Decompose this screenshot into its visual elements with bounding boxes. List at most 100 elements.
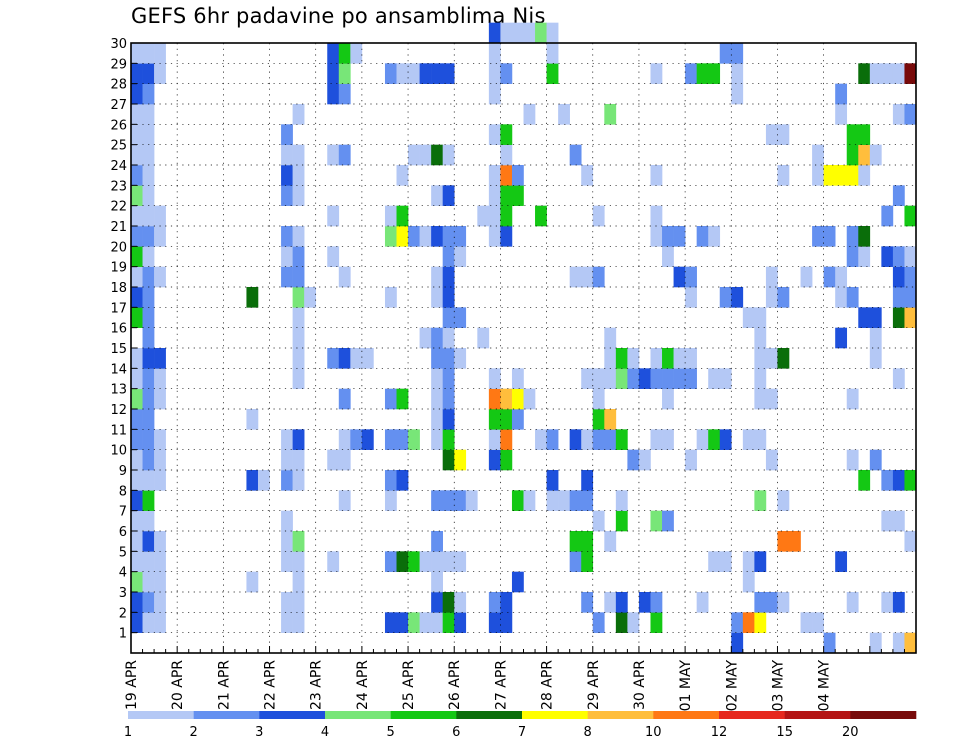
heatmap-cell <box>142 205 155 227</box>
heatmap-cell <box>396 205 409 227</box>
heatmap-cell <box>500 612 513 633</box>
heatmap-cell <box>650 226 663 247</box>
heatmap-cell <box>246 571 259 593</box>
legend-label: 12 <box>711 725 728 740</box>
heatmap-cell <box>454 551 467 572</box>
heatmap-cell <box>904 104 917 125</box>
heatmap-cell <box>246 287 259 308</box>
y-tick-label: 9 <box>119 464 127 479</box>
heatmap-cell <box>835 266 848 288</box>
heatmap-cell <box>477 205 490 227</box>
heatmap-cell <box>858 165 871 186</box>
x-tick-label: 02 MAY <box>724 660 740 712</box>
heatmap-cell <box>708 226 721 247</box>
heatmap-cell <box>131 592 143 613</box>
y-tick-label: 15 <box>110 342 127 357</box>
heatmap-cell <box>292 307 305 328</box>
heatmap-cell <box>431 226 443 247</box>
heatmap-cell <box>131 246 143 267</box>
heatmap-cell <box>131 124 143 145</box>
heatmap-cell <box>731 63 744 84</box>
x-tick-label: 01 MAY <box>678 660 694 712</box>
y-tick-label: 1 <box>119 627 127 642</box>
heatmap-cell <box>650 165 663 186</box>
heatmap-cell <box>535 205 547 227</box>
heatmap-cell <box>835 551 848 572</box>
heatmap-cell <box>292 612 305 633</box>
heatmap-cell <box>754 592 767 613</box>
legend-swatch <box>719 711 785 719</box>
heatmap-cell <box>442 368 455 389</box>
heatmap-cell <box>615 592 628 613</box>
heatmap-cell <box>408 144 420 166</box>
heatmap-cell <box>142 246 155 267</box>
heatmap-cell <box>892 63 905 84</box>
heatmap-cell <box>131 185 143 206</box>
heatmap-cell <box>292 165 305 186</box>
y-tick-label: 4 <box>119 566 127 581</box>
y-tick-label: 13 <box>110 383 127 398</box>
x-tick-label: 23 APR <box>309 660 325 710</box>
heatmap-cell <box>569 429 582 450</box>
heatmap-cell <box>338 144 351 166</box>
heatmap-cell <box>777 348 790 369</box>
heatmap-cell <box>408 551 420 572</box>
legend-swatch <box>587 711 654 719</box>
heatmap-cell <box>696 63 709 84</box>
heatmap-cell <box>719 429 732 450</box>
heatmap-cell <box>142 266 155 288</box>
heatmap-cell <box>754 429 767 450</box>
heatmap-cell <box>281 144 293 166</box>
legend-swatch <box>325 711 391 719</box>
heatmap-cell <box>338 449 351 471</box>
heatmap-cell <box>904 307 917 328</box>
heatmap-cell <box>892 246 905 267</box>
heatmap-cell <box>431 592 443 613</box>
heatmap-cell <box>338 63 351 84</box>
x-tick-label: 22 APR <box>263 660 279 710</box>
heatmap-cell <box>546 63 559 84</box>
heatmap-cell <box>500 63 513 84</box>
heatmap-cell <box>581 470 594 491</box>
heatmap-cell <box>615 348 628 369</box>
heatmap-cell <box>858 63 871 84</box>
heatmap-cell <box>454 449 467 471</box>
heatmap-cell <box>546 429 559 450</box>
heatmap-cell <box>592 612 605 633</box>
x-tick-label: 29 APR <box>586 660 602 710</box>
heatmap-cell <box>604 409 617 430</box>
grid-layer <box>131 43 916 653</box>
heatmap-cell <box>800 266 813 288</box>
heatmap-cell <box>881 246 894 267</box>
heatmap-cell <box>581 531 594 552</box>
heatmap-cell <box>327 43 340 64</box>
heatmap-cell <box>396 226 409 247</box>
heatmap-cell <box>142 83 155 105</box>
heatmap-cell <box>627 449 640 471</box>
heatmap-cell <box>488 612 501 633</box>
heatmap-cell <box>304 287 316 308</box>
heatmap-cell <box>869 632 882 654</box>
heatmap-cell <box>604 429 617 450</box>
heatmap-cell <box>881 510 894 532</box>
heatmap-cell <box>384 490 397 511</box>
heatmap-cell <box>823 632 836 654</box>
legend-label: 10 <box>645 725 662 740</box>
heatmap-cell <box>142 307 155 328</box>
heatmap-cell <box>431 63 443 84</box>
heatmap-cell <box>488 205 501 227</box>
heatmap-cell <box>142 124 155 145</box>
heatmap-cell <box>442 348 455 369</box>
heatmap-cell <box>754 327 767 349</box>
y-tick-label: 11 <box>110 423 127 438</box>
heatmap-cell <box>246 409 259 430</box>
heatmap-cell <box>338 348 351 369</box>
heatmap-cell <box>869 449 882 471</box>
heatmap-cell <box>408 226 420 247</box>
heatmap-cell <box>846 388 859 410</box>
heatmap-cell <box>142 165 155 186</box>
heatmap-cell <box>327 551 340 572</box>
heatmap-cell <box>131 368 143 389</box>
heatmap-cell <box>581 490 594 511</box>
